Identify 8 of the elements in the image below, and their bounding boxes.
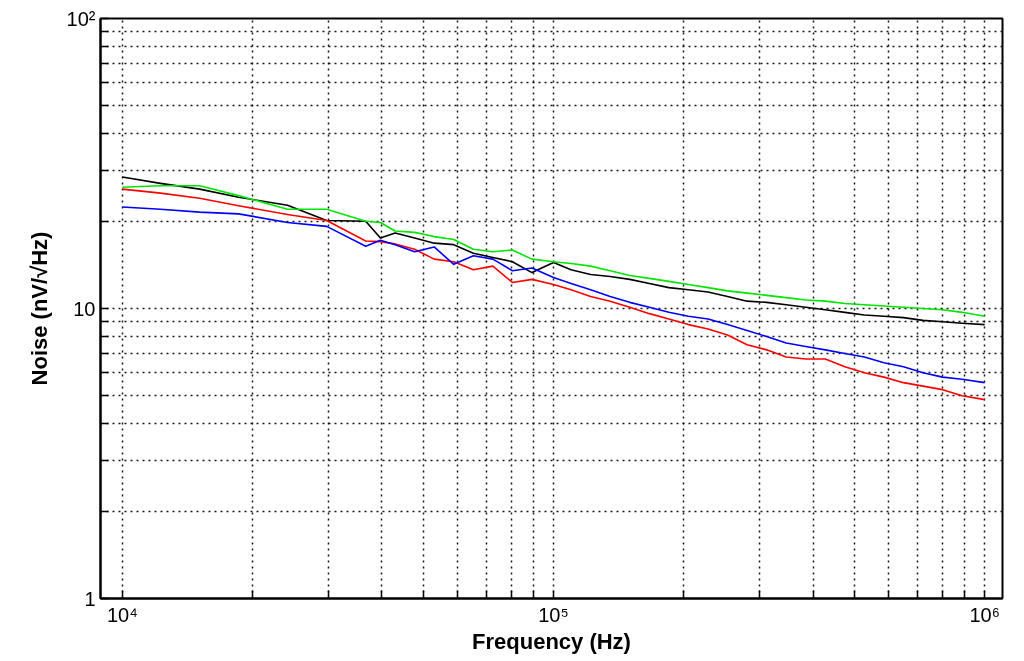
y-tick-label: 10² <box>66 7 96 30</box>
x-tick-label: 10⁴ <box>106 603 138 626</box>
y-axis-title: Noise (nV/√Hz) <box>26 231 52 386</box>
x-tick-label: 10⁶ <box>969 603 1000 626</box>
y-tick-label: 1 <box>84 587 96 610</box>
x-tick-label: 10⁵ <box>538 603 569 626</box>
y-tick-label: 10 <box>73 297 96 320</box>
x-axis-title: Frequency (Hz) <box>472 628 631 654</box>
